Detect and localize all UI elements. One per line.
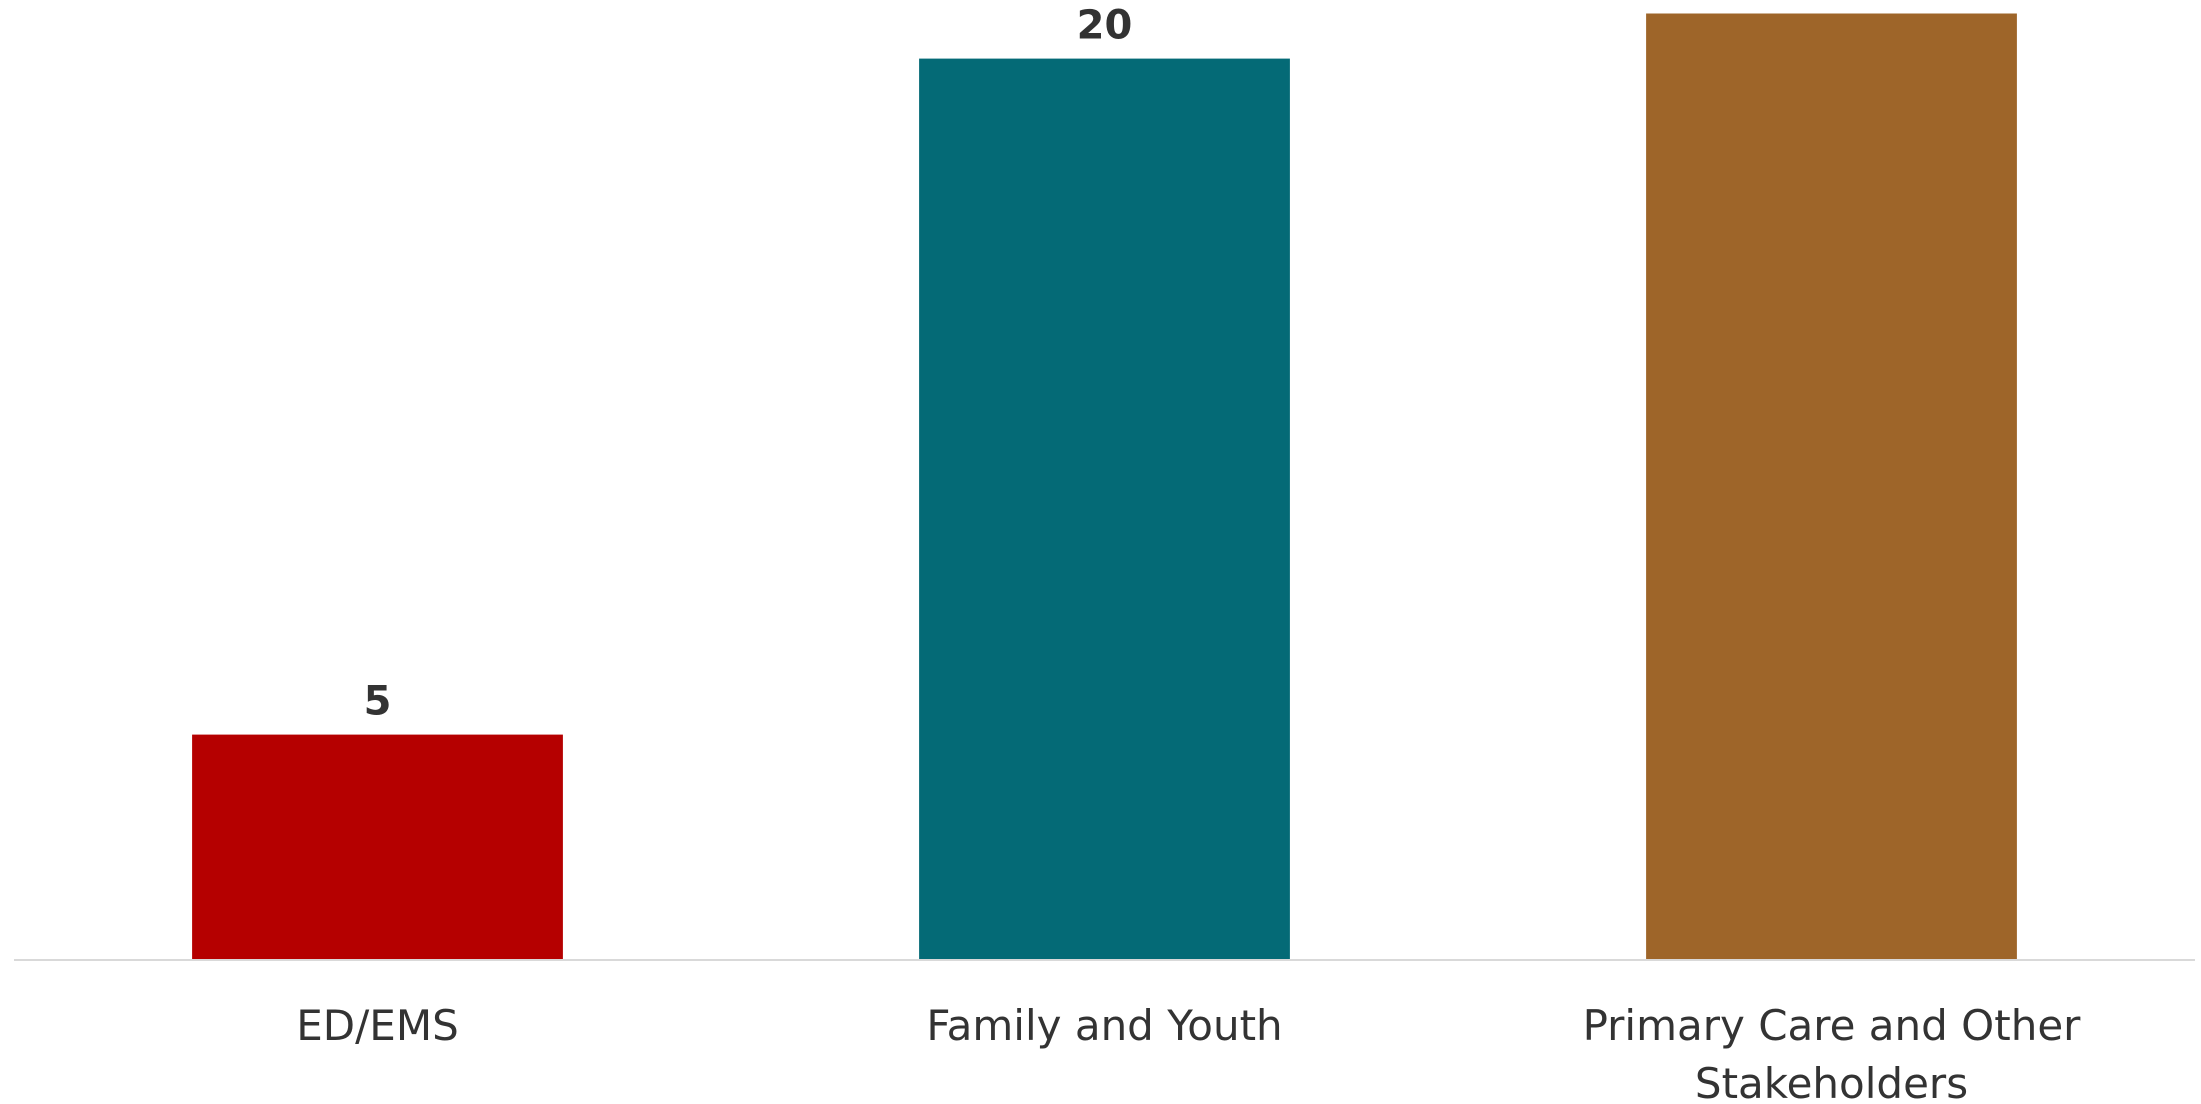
bar-0 [192,734,563,960]
x-tick-label-2: Primary Care and Other Stakeholders [1583,1001,2082,1104]
bars-group [192,13,2017,961]
x-tick-labels-group: ED/EMS Family and Youth Primary Care and O… [296,1001,2081,1104]
x-tick-label-0: ED/EMS [296,1001,458,1050]
value-label-0: 5 [364,679,392,725]
x-tick-label-1: Family and Youth [926,1001,1282,1050]
bar-2 [1646,13,2017,960]
value-label-1: 20 [1077,3,1133,49]
value-label-2: 21 [1804,0,1860,4]
value-labels-group: 5 20 21 [364,0,1860,725]
bar-1 [919,58,1290,961]
